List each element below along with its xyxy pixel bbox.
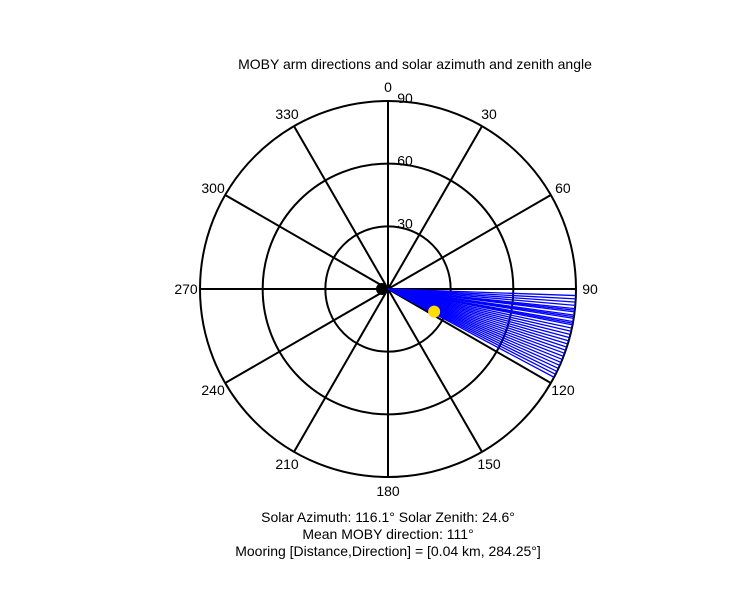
radial-tick-label: 60 [397, 153, 413, 169]
chart-title: MOBY arm directions and solar azimuth an… [238, 56, 592, 72]
grid-spoke [224, 288, 389, 384]
tick-labels: 0 30 60 90 120 150 180 210 240 270 300 330 30 60 90 [174, 79, 598, 499]
solar-info: Solar Azimuth: 116.1° Solar Zenith: 24.6… [261, 509, 515, 525]
grid-spoke [293, 125, 389, 290]
angle-tick-label: 0 [384, 79, 392, 95]
mean-direction-info: Mean MOBY direction: 111° [302, 526, 473, 542]
markers [376, 283, 441, 318]
angle-tick-label: 180 [376, 483, 400, 499]
grid-spoke [387, 288, 483, 453]
grid-spoke [387, 288, 552, 384]
radial-tick-label: 90 [397, 90, 413, 106]
mooring-info: Mooring [Distance,Direction] = [0.04 km,… [235, 543, 541, 559]
angle-tick-label: 210 [275, 456, 299, 472]
grid-spoke [387, 194, 552, 290]
grid-spoke [387, 125, 483, 290]
angle-tick-label: 240 [201, 382, 225, 398]
grid-spoke [224, 194, 389, 290]
center-marker [376, 283, 388, 295]
arm-direction-lines [387, 288, 576, 378]
angle-tick-label: 30 [481, 106, 497, 122]
angle-tick-label: 60 [555, 180, 571, 196]
arm-direction-line [387, 288, 555, 378]
angle-tick-label: 270 [174, 281, 198, 297]
grid-spoke [293, 288, 389, 453]
sun-marker [428, 305, 441, 318]
radial-tick-label: 30 [397, 215, 413, 231]
angle-tick-label: 150 [477, 456, 501, 472]
angle-tick-label: 330 [275, 106, 299, 122]
angle-tick-label: 300 [201, 180, 225, 196]
polar-grid [199, 100, 577, 478]
angle-tick-label: 90 [582, 281, 598, 297]
angle-tick-label: 120 [551, 382, 575, 398]
